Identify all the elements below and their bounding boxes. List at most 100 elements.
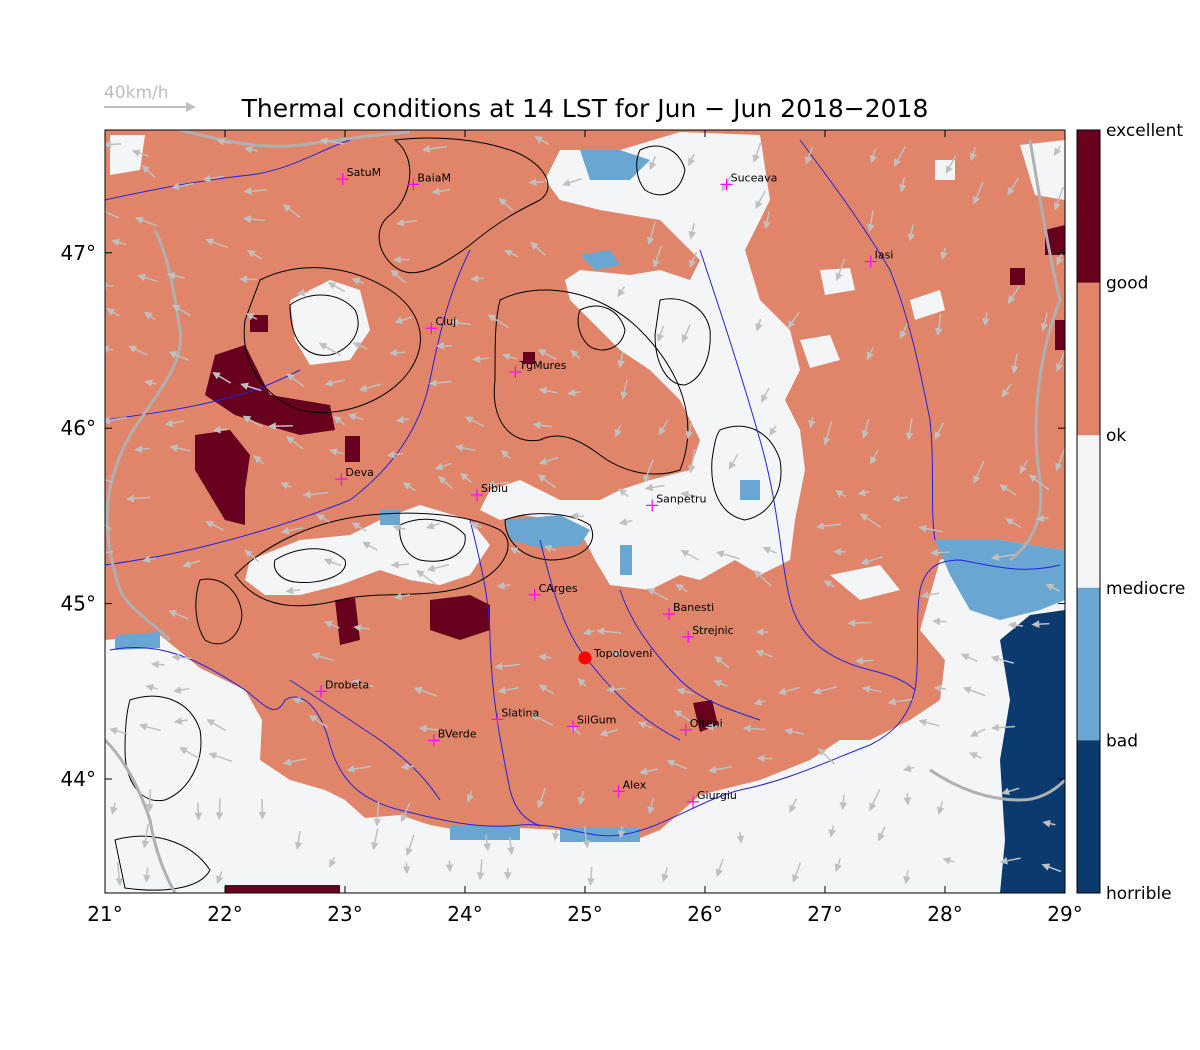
excellent-west-4	[345, 436, 360, 462]
wind-arrow	[395, 218, 417, 227]
wind-arrow	[173, 717, 188, 725]
wind-arrow	[243, 145, 258, 154]
ok-southwest-danube	[105, 540, 1065, 893]
wind-arrow	[150, 660, 165, 669]
wind-arrow	[918, 718, 940, 727]
excellent-arges	[430, 595, 490, 640]
wind-arrow	[617, 825, 626, 839]
excellent-west-1	[205, 345, 335, 435]
wind-arrow	[617, 351, 625, 369]
wind-arrow	[763, 211, 771, 230]
wind-arrow	[762, 546, 777, 554]
wind-arrow	[386, 450, 404, 459]
wind-arrow	[1036, 514, 1049, 523]
wind-arrow	[400, 802, 411, 823]
wind-arrow	[413, 686, 438, 697]
wind-arrow	[1001, 787, 1020, 796]
wind-arrow	[445, 860, 454, 873]
river-somes	[105, 139, 351, 201]
wind-reference: 40km/h	[104, 83, 196, 112]
ok-patch-1	[820, 268, 855, 295]
wind-arrow	[932, 617, 947, 626]
colorbar-swatch-ok	[1077, 435, 1100, 589]
x-tick-label: 29°	[1047, 902, 1082, 926]
wind-arrow	[208, 752, 233, 763]
contour-east-1	[711, 425, 782, 521]
excellent-patch-2	[523, 352, 535, 364]
river-mures	[105, 249, 471, 566]
wind-arrow	[308, 715, 329, 729]
wind-arrow	[552, 829, 560, 842]
wind-arrow	[131, 149, 149, 157]
y-tick-labels: 44° 45° 46° 47°	[61, 241, 96, 791]
wind-arrow	[324, 379, 345, 387]
wind-arrow	[530, 713, 554, 727]
wind-arrow	[935, 314, 943, 337]
wind-arrow	[405, 834, 415, 857]
city-label: Giurgiu	[697, 789, 737, 802]
contour-apuseni	[243, 267, 421, 414]
wind-arrow	[969, 146, 977, 162]
wind-arrow	[688, 448, 696, 474]
wind-arrow	[532, 421, 553, 430]
wind-arrow	[141, 555, 157, 564]
excellent-west-3	[335, 598, 360, 645]
wind-arrow	[268, 422, 293, 430]
wind-arrow	[318, 342, 342, 356]
wind-arrow	[215, 797, 224, 821]
wind-arrow	[982, 312, 990, 327]
wind-arrow	[753, 569, 772, 587]
wind-arrow	[292, 697, 304, 705]
colorbar-swatch-excellent	[1077, 130, 1100, 284]
wind-arrow	[1055, 352, 1065, 372]
contour-fagaras	[504, 513, 593, 561]
wind-arrow	[1041, 863, 1062, 873]
wind-arrow	[501, 353, 518, 361]
wind-arrow	[202, 174, 224, 183]
wind-arrow	[990, 553, 1015, 561]
wind-arrow	[899, 323, 908, 340]
wind-arrow	[500, 449, 511, 459]
wind-arrow	[618, 518, 633, 526]
mediocre-fagaras	[505, 515, 590, 548]
mediocre-patch-1	[380, 510, 400, 525]
wind-arrow	[106, 308, 120, 317]
wind-arrow	[784, 727, 804, 736]
wind-arrow	[760, 387, 770, 403]
wind-arrow	[319, 137, 345, 145]
wind-arrow	[402, 482, 416, 492]
wind-arrow	[311, 652, 334, 662]
x-tick-labels: 21° 22° 23° 24° 25° 26° 27° 28° 29°	[87, 902, 1082, 926]
wind-arrow	[999, 857, 1021, 865]
city-drobeta: Drobeta	[315, 678, 369, 698]
wind-arrow	[362, 541, 378, 551]
contour-inner-2	[399, 518, 466, 562]
wind-arrow	[392, 255, 410, 264]
wind-arrow	[141, 823, 150, 849]
x-tick-label: 21°	[87, 902, 122, 926]
excellent-patch-1	[250, 315, 268, 332]
wind-arrow	[245, 313, 258, 321]
river-jiu	[289, 679, 441, 801]
wind-arrow	[643, 459, 654, 484]
contour-transylvania	[493, 289, 689, 475]
wind-arrow	[960, 653, 978, 663]
wind-arrow	[756, 754, 773, 763]
wind-arrow	[242, 415, 263, 428]
wind-arrow	[680, 549, 700, 561]
wind-arrow	[675, 583, 688, 593]
wind-arrow	[681, 324, 691, 344]
wind-arrow	[538, 456, 559, 465]
ok-patch-5	[910, 290, 945, 320]
city-suceava: Suceava	[720, 171, 777, 191]
contour-inner-3	[577, 305, 626, 351]
wind-arrow	[714, 655, 730, 669]
contour-southwest-2	[195, 578, 243, 645]
wind-arrow	[637, 721, 653, 729]
contour-apuseni-inner	[289, 294, 359, 356]
wind-arrow	[538, 653, 552, 661]
wind-arrow	[395, 415, 410, 424]
wind-arrow	[483, 834, 491, 852]
city-iasi: Iasi	[864, 249, 893, 268]
